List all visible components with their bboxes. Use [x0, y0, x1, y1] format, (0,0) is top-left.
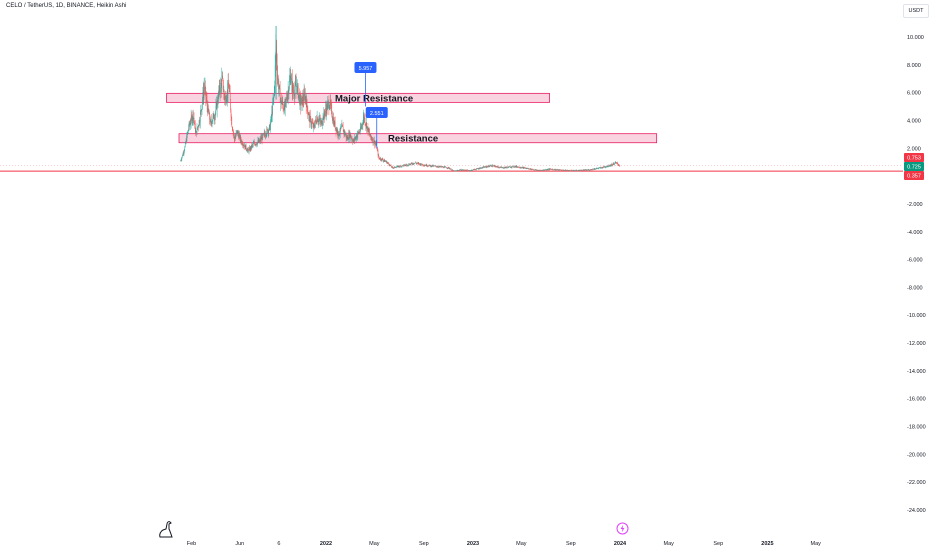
major-resistance-label: Major Resistance [335, 93, 413, 104]
y-tick-label: -4.000 [907, 230, 923, 236]
currency-button[interactable]: USDT [903, 4, 929, 18]
y-tick-label: 2.000 [907, 146, 921, 152]
x-tick-label: Sep [713, 541, 723, 547]
price-series [180, 25, 621, 172]
x-tick-label: Jun [235, 541, 244, 547]
y-tick-label: 6.000 [907, 91, 921, 97]
x-tick-label: 2023 [467, 541, 479, 547]
zones-layer: Major Resistance Resistance [0, 92, 903, 172]
resistance-label: Resistance [388, 134, 438, 145]
lightning-event-icon[interactable] [616, 522, 629, 535]
callout-box [354, 62, 377, 73]
y-tick-label: -22.000 [907, 480, 926, 486]
y-tick-label: -6.000 [907, 258, 923, 264]
tradingview-dino-icon [159, 521, 173, 538]
y-tick-label: 8.000 [907, 63, 921, 69]
x-tick-label: 6 [277, 541, 280, 547]
y-tick-label: -2.000 [907, 202, 923, 208]
y-tick-label: -20.000 [907, 452, 926, 458]
y-axis: 10.000 8.000 6.000 4.000 2.000 -2.000 -4.000 -6… [907, 35, 926, 514]
resistance-zone [178, 133, 658, 144]
x-tick-label: May [664, 541, 675, 547]
y-tick-label: -16.000 [907, 397, 926, 403]
x-tick-label: 2025 [761, 541, 773, 547]
x-tick-label: Sep [566, 541, 576, 547]
callouts-layer: 5.957 2.551 [354, 62, 388, 149]
y-tick-label: -8.000 [907, 285, 923, 291]
price-label-text: 0.357 [907, 174, 921, 180]
x-tick-label: 2022 [320, 541, 332, 547]
price-labels: 0.753 0.725 0.357 [904, 153, 924, 180]
x-tick-label: 2024 [614, 541, 627, 547]
y-tick-label: -10.000 [907, 313, 926, 319]
price-label-text: 0.725 [907, 165, 921, 171]
x-tick-label: May [516, 541, 527, 547]
x-tick-label: Feb [187, 541, 196, 547]
x-tick-label: May [369, 541, 380, 547]
y-tick-label: -14.000 [907, 369, 926, 375]
y-tick-label: -18.000 [907, 425, 926, 431]
major-resistance-zone [166, 92, 550, 103]
x-tick-label: Sep [419, 541, 429, 547]
callout-value: 5.957 [359, 66, 373, 72]
price-label-text: 0.753 [907, 156, 921, 162]
x-axis: Feb Jun 6 2022 May Sep 2023 May Sep 2024 May Sep 202… [187, 541, 821, 547]
callout-value: 2.551 [370, 111, 384, 117]
price-label-box [904, 171, 924, 180]
price-label-box [904, 162, 924, 171]
callout-box [365, 107, 388, 118]
y-tick-label: 10.000 [907, 35, 924, 41]
price-label-box [904, 153, 924, 162]
y-tick-label: 4.000 [907, 118, 921, 124]
chart-title: CELO / TetherUS, 1D, BINANCE, Heikin Ash… [6, 3, 127, 9]
x-tick-label: May [811, 541, 822, 547]
y-tick-label: -12.000 [907, 341, 926, 347]
y-tick-label: -24.000 [907, 508, 926, 514]
